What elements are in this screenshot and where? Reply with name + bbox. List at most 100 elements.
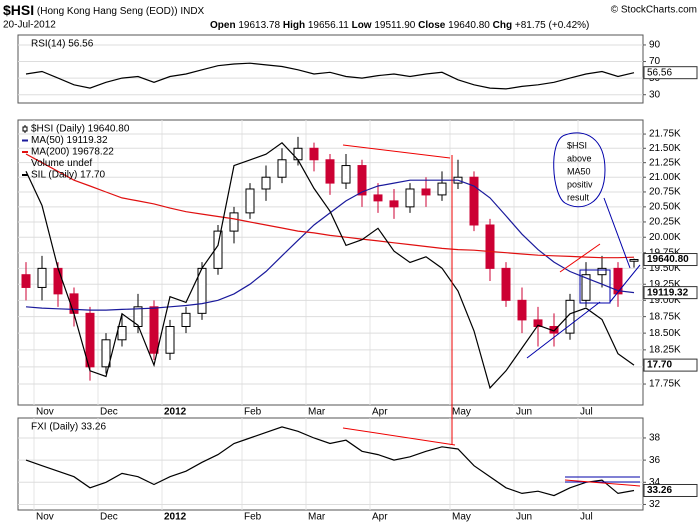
quote-key: Chg	[493, 20, 512, 31]
y-tick-label: 18.50K	[649, 328, 681, 339]
candle-body	[373, 194, 383, 202]
candle-body	[341, 165, 351, 184]
fxi-panel	[17, 417, 644, 511]
x-tick-label: Mar	[308, 407, 326, 418]
trend-line	[342, 427, 456, 446]
quote-value: 19613.78	[238, 20, 280, 31]
callout-text: $HSI above MA50 positiv result	[567, 140, 593, 202]
candle-body	[293, 147, 303, 161]
last-value-label: 19119.32	[647, 287, 689, 298]
y-tick-label: 18.75K	[649, 311, 681, 322]
annotations	[342, 132, 641, 487]
y-tick-label: 19.50K	[649, 263, 681, 274]
y-tick-label: 19.00K	[649, 295, 681, 306]
quote-key: Close	[418, 20, 446, 31]
candle-body	[37, 267, 47, 288]
candle-body	[277, 159, 287, 178]
x-tick-label: Mar	[308, 512, 326, 523]
series-line	[25, 426, 635, 497]
candle-body	[597, 267, 607, 276]
y-tick-label: 20.75K	[649, 187, 681, 198]
series-line	[25, 153, 635, 259]
legend-label: SIL (Daily) 17.70	[31, 170, 106, 181]
x-tick-label: 2012	[164, 407, 187, 418]
y-tick-label: 20.50K	[649, 202, 681, 213]
candle-body	[533, 319, 543, 327]
legend-label: $HSI (Daily) 19640.80	[31, 124, 130, 135]
y-tick-label: 36	[649, 455, 661, 466]
legend-swatch	[22, 126, 28, 132]
y-tick-label: 20.25K	[649, 217, 681, 228]
legend-label: MA(50) 19119.32	[31, 135, 108, 146]
candle-body	[21, 274, 31, 288]
candle-body	[53, 267, 63, 295]
y-tick-label: 19.25K	[649, 279, 681, 290]
x-tick-label: Jun	[516, 407, 532, 418]
quote-key: Open	[210, 20, 236, 31]
x-tick-label: Jun	[516, 512, 532, 523]
header-date: 20-Jul-2012	[3, 20, 56, 31]
y-tick-label: 19.75K	[649, 247, 681, 258]
x-tick-label: Feb	[244, 512, 262, 523]
y-tick-label: 18.25K	[649, 345, 681, 356]
y-tick-label: 70	[649, 56, 661, 67]
trend-line	[564, 479, 641, 487]
callout-line-text: above	[567, 153, 592, 163]
legend-label: RSI(14) 56.56	[31, 39, 94, 50]
x-tick-label: Nov	[36, 407, 54, 418]
candle-body	[325, 159, 335, 184]
legend-label: MA(200) 19678.22	[31, 147, 114, 158]
y-tick-label: 20.00K	[649, 232, 681, 243]
y-tick-label: 34	[649, 477, 661, 488]
candle-body	[389, 200, 399, 208]
candle-body	[181, 312, 191, 327]
candle-body	[261, 176, 271, 190]
rsi-panel	[17, 34, 644, 104]
quote-value: 19511.90	[374, 20, 415, 31]
callout-line-text: $HSI	[567, 140, 587, 150]
callout-box	[579, 269, 611, 304]
candle-body	[101, 339, 111, 368]
callout-line-text: MA50	[567, 166, 591, 176]
copyright: © StockCharts.com	[611, 5, 697, 16]
quote-value: 19656.11	[308, 20, 349, 31]
candle-body	[405, 188, 415, 208]
trend-line	[559, 243, 601, 273]
last-value-tag	[643, 483, 698, 497]
candle-body	[469, 176, 479, 226]
y-tick-label: 21.50K	[649, 143, 681, 154]
header-quote: Open 19613.78 High 19656.11 Low 19511.90…	[210, 20, 589, 31]
last-value-label: 56.56	[647, 67, 672, 78]
x-tick-label: Jul	[580, 512, 593, 523]
x-tick-label: 2012	[164, 512, 187, 523]
last-value-label: 19640.80	[647, 254, 689, 265]
y-tick-label: 21.75K	[649, 129, 681, 140]
quote-value: +81.75 (+0.42%)	[515, 20, 590, 31]
candle-body	[149, 306, 159, 354]
candle-body	[565, 299, 575, 334]
candle-body	[437, 182, 447, 196]
last-value-tag	[643, 253, 698, 267]
candle-body	[229, 212, 239, 232]
candle-body	[421, 188, 431, 196]
x-tick-label: Apr	[372, 407, 388, 418]
last-value-tag	[643, 66, 698, 80]
quote-value: 19640.80	[448, 20, 490, 31]
x-tick-label: Dec	[100, 407, 118, 418]
last-value-label: 33.26	[647, 485, 672, 496]
x-tick-label: Apr	[372, 512, 388, 523]
legend-label: FXI (Daily) 33.26	[31, 422, 106, 433]
x-tick-label: Jul	[580, 407, 593, 418]
x-tick-label: May	[452, 512, 471, 523]
candle-body	[485, 224, 495, 269]
callout-line-text: positiv	[567, 179, 593, 189]
y-tick-label: 17.75K	[649, 379, 681, 390]
callout-bubble	[553, 132, 606, 208]
candle-body	[613, 267, 623, 295]
candle-body	[629, 259, 639, 262]
series-line	[25, 142, 635, 390]
callout-line	[603, 197, 631, 269]
header-title: $HSI (Hong Kong Hang Seng (EOD)) INDX	[3, 2, 205, 18]
candle-body	[85, 312, 95, 368]
candle-body	[117, 325, 127, 341]
